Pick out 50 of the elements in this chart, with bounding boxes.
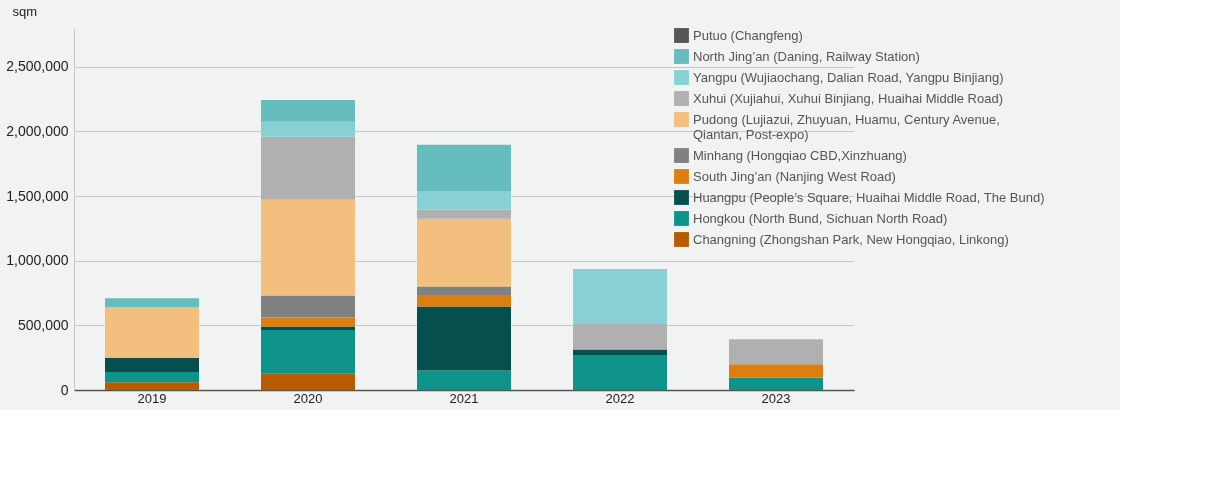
bar — [105, 298, 199, 308]
x-tick-label: 2022 — [605, 390, 635, 406]
bar — [105, 371, 199, 383]
bar — [261, 136, 355, 200]
bar — [105, 307, 199, 358]
x-tick-label: 2023 — [761, 390, 791, 406]
y-tick-label: 1,000,000 — [6, 252, 69, 269]
bar — [729, 339, 823, 365]
bar — [417, 144, 511, 192]
bar — [261, 199, 355, 296]
bar — [261, 99, 355, 122]
x-tick-label: 2020 — [293, 390, 323, 406]
legend-label: North Jing’an (Daning, Railway Station) — [693, 48, 920, 64]
legend-label: Pudong (Lujiazui, Zhuyuan, Huamu, Century Avenue, Qiantan, Post-expo) — [693, 111, 1000, 142]
y-tick-label: 0 — [60, 381, 69, 398]
bar — [261, 329, 355, 374]
x-tick-label: 2021 — [449, 390, 479, 406]
bar — [417, 286, 511, 295]
legend-label: Minhang (Hongqiao CBD,Xinzhuang) — [693, 147, 907, 163]
bar — [105, 357, 199, 372]
bar — [261, 121, 355, 137]
bar — [417, 306, 511, 371]
bar — [417, 191, 511, 210]
bar — [729, 364, 823, 378]
legend-label: Hongkou (North Bund, Sichuan North Road) — [693, 210, 948, 226]
bar — [417, 370, 511, 390]
legend-label: Yangpu (Wujiaochang, Dalian Road, Yangpu Binjiang) — [693, 69, 1004, 85]
legend-label: Changning (Zhongshan Park, New Hongqiao, Linkong) — [693, 231, 1009, 247]
bar — [573, 268, 667, 325]
bar — [105, 382, 199, 390]
y-tick-label: 500,000 — [17, 316, 69, 333]
bar — [261, 317, 355, 327]
y-axis-title: sqm — [12, 3, 38, 19]
bar — [573, 324, 667, 350]
legend-label: Putuo (Changfeng) — [693, 27, 803, 43]
y-tick-label: 2,000,000 — [6, 122, 69, 139]
bar — [573, 349, 667, 356]
bar — [573, 355, 667, 390]
bar — [261, 373, 355, 390]
bar — [417, 209, 511, 219]
bar — [417, 218, 511, 287]
y-tick-label: 2,500,000 — [6, 58, 69, 75]
legend-label: South Jing’an (Nanjing West Road) — [693, 168, 896, 184]
bar — [261, 295, 355, 318]
legend-label: Huangpu (People’s Square, Huaihai Middle Road, The Bund) — [693, 189, 1045, 205]
x-tick-label: 2019 — [137, 390, 167, 406]
bar — [729, 377, 823, 390]
y-tick-label: 1,500,000 — [6, 187, 69, 204]
bar — [417, 294, 511, 307]
legend-label: Xuhui (Xujiahui, Xuhui Binjiang, Huaihai Middle Road) — [693, 90, 1004, 106]
